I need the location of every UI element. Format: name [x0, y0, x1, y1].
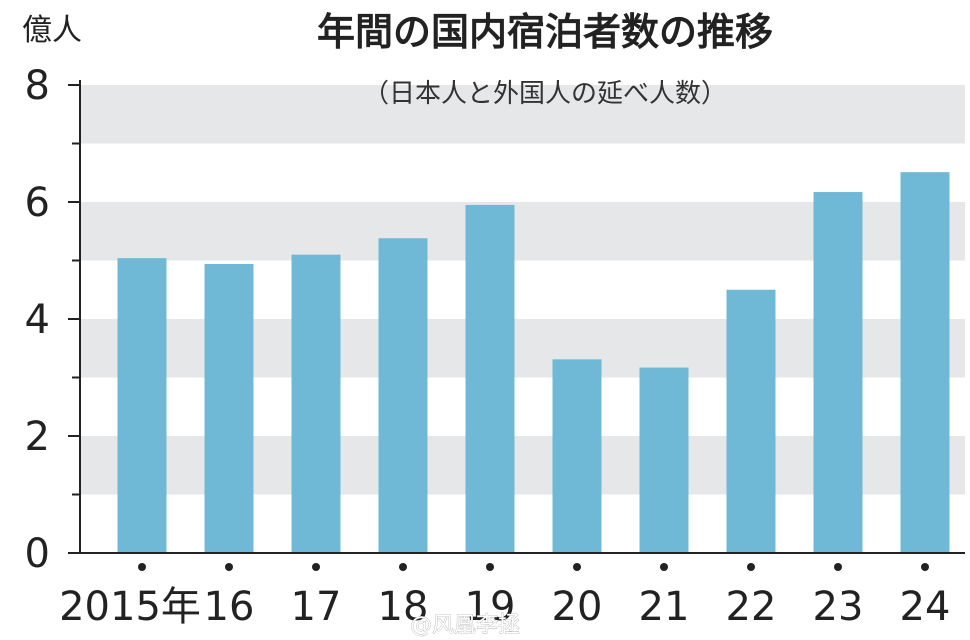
x-tick-dot [399, 563, 407, 571]
y-tick-label: 2 [25, 414, 50, 460]
chart-subtitle: （日本人と外国人の延べ人数） [363, 79, 727, 109]
watermark: @风凰李拯 [410, 613, 520, 638]
x-tick-label: 19 [465, 584, 516, 630]
y-tick-label: 6 [25, 180, 50, 226]
x-tick-label: 17 [291, 584, 342, 630]
x-tick-dot [138, 563, 146, 571]
x-tick-dot [921, 563, 929, 571]
x-tick-dot [834, 563, 842, 571]
y-tick-label: 0 [25, 531, 50, 577]
y-tick-label: 8 [25, 63, 50, 109]
bar [552, 359, 602, 553]
grid-band [80, 85, 965, 144]
bar [900, 172, 950, 554]
bar [204, 264, 254, 553]
x-tick-dot [486, 563, 494, 571]
bar [639, 367, 689, 553]
bar [813, 192, 863, 553]
bar [291, 254, 341, 553]
y-tick-label: 4 [25, 297, 50, 343]
y-unit-label: 億人 [22, 13, 82, 48]
x-tick-label: 21 [639, 584, 690, 630]
y-axis: 0 2 4 6 8 [25, 63, 965, 577]
x-tick-dot [660, 563, 668, 571]
x-tick-dot [312, 563, 320, 571]
bar [726, 289, 776, 553]
x-tick-label: 18 [378, 584, 429, 630]
x-tick-label: 24 [900, 584, 951, 630]
x-tick-dot [225, 563, 233, 571]
x-tick-label: 2015年 [59, 584, 201, 630]
bar [465, 204, 515, 554]
chart-title: 年間の国内宿泊者数の推移 [317, 10, 773, 54]
x-axis: 2015年 16 17 18 19 20 21 22 23 24 [59, 563, 950, 630]
x-tick-dot [573, 563, 581, 571]
bar [117, 258, 167, 553]
x-tick-label: 23 [813, 584, 864, 630]
bar [378, 238, 428, 553]
x-tick-label: 20 [552, 584, 603, 630]
x-tick-label: 22 [726, 584, 777, 630]
x-tick-label: 16 [204, 584, 255, 630]
bars [117, 172, 950, 554]
x-tick-dot [747, 563, 755, 571]
